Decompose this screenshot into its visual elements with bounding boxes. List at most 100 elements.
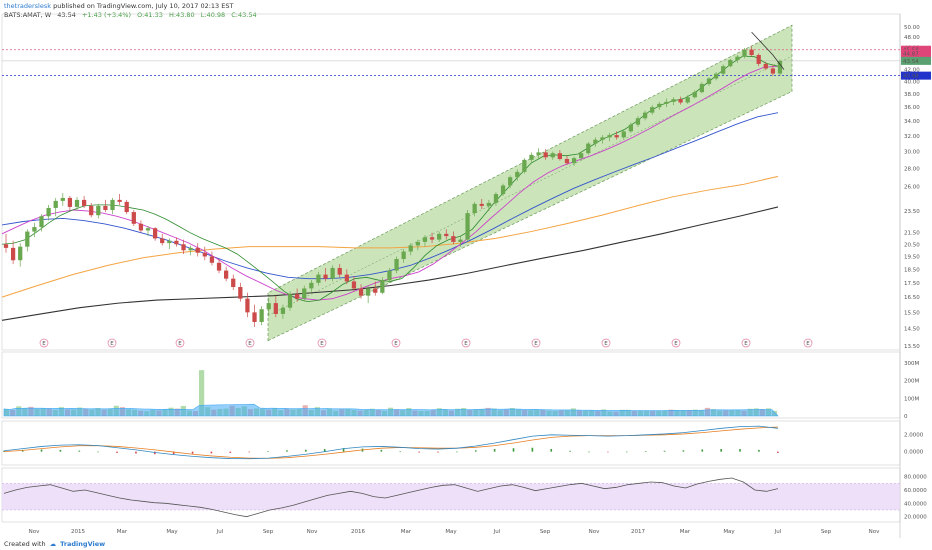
macd-histogram-bar	[59, 449, 62, 452]
candle-body	[273, 303, 278, 314]
macd-histogram-bar	[399, 451, 402, 453]
rsi-tick-label: 80.0000	[904, 475, 927, 481]
regression-channel	[267, 24, 793, 342]
earnings-marker-label: E	[178, 341, 182, 347]
macd-histogram-bar	[644, 451, 647, 452]
earnings-marker-label: E	[464, 341, 468, 347]
macd-histogram-bar	[625, 451, 628, 453]
chart-header: thetraderslesk published on TradingView.…	[4, 2, 261, 20]
candle-body	[543, 152, 548, 158]
candle-body	[401, 251, 406, 259]
earnings-marker-label: E	[320, 341, 324, 347]
tradingview-logo-text[interactable]: TradingView	[60, 540, 106, 548]
price-label-box	[901, 56, 931, 65]
candle-body	[110, 199, 115, 210]
candle-body	[465, 213, 470, 240]
earnings-marker-label: E	[110, 341, 114, 347]
macd-histogram-bar	[512, 448, 515, 452]
sma-orange-line	[1, 175, 779, 298]
time-axis-label: 2015	[71, 529, 85, 535]
price-tick-label: 38.00	[904, 92, 920, 98]
volume-ma-area	[3, 403, 779, 417]
author-link[interactable]: thetraderslesk	[4, 2, 52, 10]
last-price: 43.54	[57, 11, 76, 19]
macd-histogram-bar	[40, 449, 43, 452]
macd-histogram-bar	[172, 451, 175, 455]
candle-body	[18, 246, 23, 261]
sma-long-line	[1, 206, 779, 321]
candle-body	[152, 228, 158, 239]
candle-body	[81, 199, 87, 206]
earnings-marker-icon	[741, 338, 751, 348]
candle-body	[202, 252, 207, 257]
price-tick-label: 30.00	[904, 150, 920, 156]
candle-body	[245, 298, 250, 313]
candle-body	[763, 63, 768, 69]
macd-histogram-bar	[286, 450, 288, 452]
macd-histogram-bar	[154, 451, 156, 455]
candle-body	[323, 274, 328, 279]
candle-body	[728, 59, 733, 67]
time-axis-label: Mar	[680, 529, 691, 535]
macd-histogram-bar	[229, 451, 232, 453]
macd-histogram-bar	[3, 450, 5, 452]
candle-body	[252, 312, 257, 322]
symbol-line: BATS:AMAT, W 43.54 +1.43 (+3.4%) O:41.33…	[4, 11, 261, 20]
sma-green-line	[1, 55, 779, 303]
macd-histogram-bar	[418, 451, 420, 453]
candle-body	[188, 247, 193, 251]
candle-body	[557, 153, 563, 159]
candle-body	[607, 135, 612, 138]
macd-histogram-bar	[777, 451, 779, 453]
rsi-tick-label: 40.0000	[904, 501, 927, 507]
candle-body	[351, 281, 357, 289]
earnings-marker-label: E	[394, 341, 398, 347]
candle-body	[472, 203, 477, 214]
price-tick-label: 42.00	[904, 68, 920, 74]
candle-body	[437, 233, 442, 240]
candle-body	[642, 112, 648, 119]
price-tick-label: 34.00	[904, 119, 920, 125]
candle-body	[138, 223, 144, 231]
time-axis-label: Sep	[263, 529, 274, 535]
macd-histogram-bar	[569, 450, 571, 452]
rsi-tick-label: 20.0000	[904, 515, 927, 521]
time-axis-label: Jul	[493, 529, 501, 535]
candle-body	[366, 288, 371, 296]
volume-tick-label: 200M	[904, 379, 919, 385]
footer: Created with ☁ TradingView	[4, 540, 105, 548]
earnings-marker-label: E	[604, 341, 608, 347]
price-tick-label: 13.50	[904, 344, 920, 350]
candle-body	[96, 205, 101, 216]
candle-body	[479, 203, 484, 206]
candle-body	[600, 137, 605, 140]
time-axis-label: Jul	[216, 529, 224, 535]
tradingview-logo-icon[interactable]: ☁	[49, 540, 57, 548]
price-tick-label: 21.50	[904, 231, 920, 237]
change-value: +1.43 (+3.4%)	[81, 11, 132, 19]
channel-midline	[267, 55, 793, 316]
candle-body	[309, 282, 314, 289]
published-text: published on TradingView.com, July 10, 2…	[53, 2, 234, 10]
macd-histogram-bar	[248, 451, 251, 453]
macd-histogram-bar	[701, 449, 704, 452]
macd-signal-line	[3, 426, 779, 459]
candle-body	[486, 202, 491, 206]
candle-body	[287, 294, 293, 308]
candle-body	[529, 154, 534, 160]
candle-body	[74, 199, 80, 207]
candle-body	[586, 143, 591, 154]
macd-histogram-bar	[323, 449, 326, 452]
earnings-marker-icon	[671, 338, 681, 348]
price-tick-label: 16.50	[904, 295, 920, 301]
candle-body	[564, 158, 570, 164]
time-axis-label: Nov	[869, 529, 880, 535]
time-axis-label: Nov	[307, 529, 318, 535]
candle-body	[181, 244, 186, 251]
candle-body	[394, 258, 399, 271]
macd-tick-label: 2.0000	[904, 432, 924, 438]
candle-body	[721, 66, 726, 74]
candle-body	[145, 228, 151, 231]
candle-body	[266, 303, 271, 310]
